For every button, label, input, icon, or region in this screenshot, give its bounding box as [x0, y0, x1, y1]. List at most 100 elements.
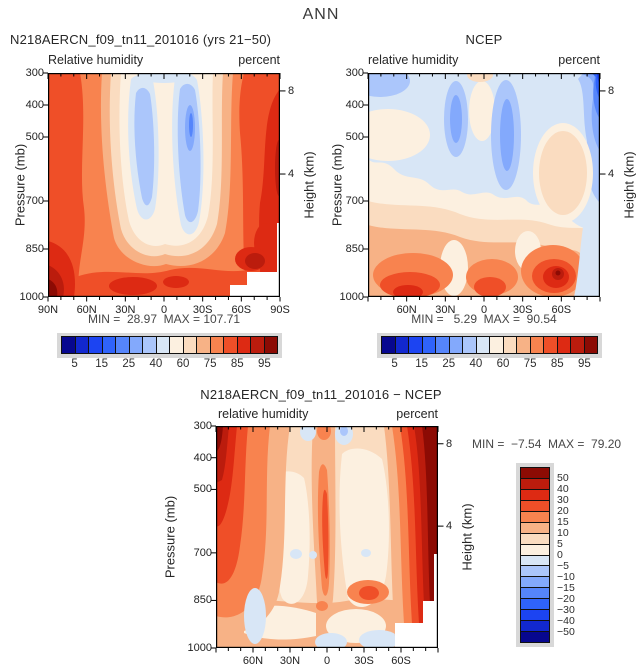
- panel-left-y-axis-label: Pressure (mb): [12, 143, 28, 227]
- colorbar-tick-label: 15: [557, 516, 569, 528]
- height-tick-label: 8: [446, 437, 453, 450]
- contour-field: [48, 73, 280, 297]
- colorbar-tick-label: 85: [550, 358, 564, 370]
- figure-title: ANN: [302, 6, 340, 23]
- panel-right-height-axis-label: Height (km): [621, 151, 637, 219]
- colorbar-cell: [520, 610, 550, 622]
- colorbar-tick-label: 75: [523, 358, 537, 370]
- y-tick-label: 500: [25, 131, 44, 143]
- y-tick-label: 700: [345, 195, 364, 207]
- colorbar-cell: [520, 489, 550, 501]
- colorbar-cell: [237, 336, 251, 354]
- colorbar-cell: [210, 336, 224, 354]
- panel-left-units-label: percent: [238, 53, 280, 67]
- y-tick-label: 300: [345, 67, 364, 79]
- colorbar-tick-label: 5: [391, 358, 398, 370]
- y-tick-label: 700: [25, 195, 44, 207]
- x-tick-label: 30N: [435, 304, 456, 316]
- colorbar-tick-label: −20: [557, 593, 575, 605]
- colorbar-cell: [503, 336, 517, 354]
- y-tick-label: 400: [345, 99, 364, 111]
- colorbar-cell: [517, 336, 531, 354]
- colorbar-cell: [463, 336, 477, 354]
- colorbar-cell: [75, 336, 89, 354]
- colorbar-cell: [584, 336, 598, 354]
- colorbar-cell: [170, 336, 184, 354]
- x-tick-label: 30S: [512, 304, 533, 316]
- colorbar-cell: [530, 336, 544, 354]
- x-tick-label: 60S: [231, 304, 252, 316]
- x-tick-label: 30N: [279, 655, 301, 667]
- colorbar-cell: [381, 336, 396, 354]
- contour-field: [216, 426, 438, 648]
- y-tick-label: 850: [345, 243, 364, 255]
- colorbar-tick-label: 95: [578, 358, 591, 370]
- panel-right-min-max: MIN = 5.29 MAX = 90.54: [411, 312, 557, 326]
- y-tick-label: 300: [193, 420, 212, 432]
- x-tick-label: 0: [323, 655, 331, 667]
- colorbar-cell: [116, 336, 130, 354]
- colorbar-cell: [520, 599, 550, 611]
- colorbar-cell: [476, 336, 490, 354]
- colorbar-cell: [129, 336, 143, 354]
- x-tick-label: 60S: [391, 655, 411, 667]
- plot-right: [362, 72, 606, 302]
- colorbar-cell: [557, 336, 571, 354]
- colorbar-tick-label: −15: [557, 582, 575, 594]
- colorbar-tick-label: 50: [557, 472, 569, 484]
- colorbar-tick-label: −10: [557, 571, 575, 583]
- y-tick-label: 300: [25, 67, 44, 79]
- colorbar-tick-label: −30: [557, 604, 575, 616]
- y-tick-label: 400: [25, 99, 44, 111]
- colorbar-cell: [490, 336, 504, 354]
- colorbar-cell: [520, 500, 550, 512]
- colorbar-cell: [544, 336, 558, 354]
- colorbar-cell: [449, 336, 463, 354]
- colorbar-tick-label: 5: [557, 538, 563, 550]
- colorbar-cell: [520, 467, 550, 479]
- x-tick-label: 60N: [76, 304, 97, 316]
- y-tick-label: 400: [193, 451, 212, 464]
- panel-left-min-max: MIN = 28.97 MAX = 107.71: [87, 312, 241, 326]
- colorbar-tick-label: 10: [557, 527, 569, 539]
- colorbar-cell: [520, 555, 550, 567]
- colorbar-cell: [264, 336, 278, 354]
- panel-right-units-label: percent: [558, 53, 600, 67]
- y-tick-label: 1000: [19, 291, 44, 303]
- x-tick-label: 30S: [192, 304, 213, 316]
- colorbar: [381, 336, 598, 354]
- x-tick-label: 0: [480, 304, 488, 316]
- y-tick-label: 500: [193, 483, 212, 496]
- x-tick-label: 90N: [37, 304, 59, 316]
- colorbar-tick-label: 40: [149, 358, 163, 370]
- colorbar-tick-label: 25: [442, 358, 456, 370]
- colorbar-cell: [436, 336, 450, 354]
- colorbar-tick-label: 75: [203, 358, 217, 370]
- panel-left-title: N218AERCN_f09_tn11_201016 (yrs 21−50): [10, 32, 272, 47]
- x-tick-label: 90S: [270, 304, 290, 316]
- colorbar-tick-label: 60: [176, 358, 190, 370]
- colorbar-cell: [520, 511, 550, 523]
- height-tick-label: 4: [446, 520, 453, 533]
- colorbar-tick-label: 15: [95, 358, 109, 370]
- colorbar-cell: [395, 336, 409, 354]
- diff-colorbar: [520, 467, 550, 643]
- colorbar-tick-label: −5: [557, 560, 569, 572]
- y-tick-label: 700: [193, 546, 212, 559]
- x-tick-label: 0: [160, 304, 168, 316]
- colorbar-cell: [143, 336, 157, 354]
- panel-diff-height-axis-label: Height (km): [459, 503, 475, 571]
- height-tick-label: 4: [288, 168, 295, 181]
- panel-diff-y-axis-label: Pressure (mb): [162, 495, 178, 579]
- colorbar-cell: [520, 632, 550, 643]
- colorbar-cell: [520, 577, 550, 589]
- colorbar-tick-label: 30: [557, 494, 569, 506]
- panel-diff-min-max: MIN = −7.54 MAX = 79.20: [472, 437, 622, 451]
- colorbar-tick-label: 0: [557, 549, 563, 561]
- colorbar-tick-label: 20: [557, 505, 569, 517]
- colorbar-tick-label: 60: [496, 358, 510, 370]
- panel-diff-var-label: relative humidity: [218, 407, 309, 421]
- y-tick-label: 1000: [187, 642, 212, 654]
- plot-left: [42, 72, 286, 302]
